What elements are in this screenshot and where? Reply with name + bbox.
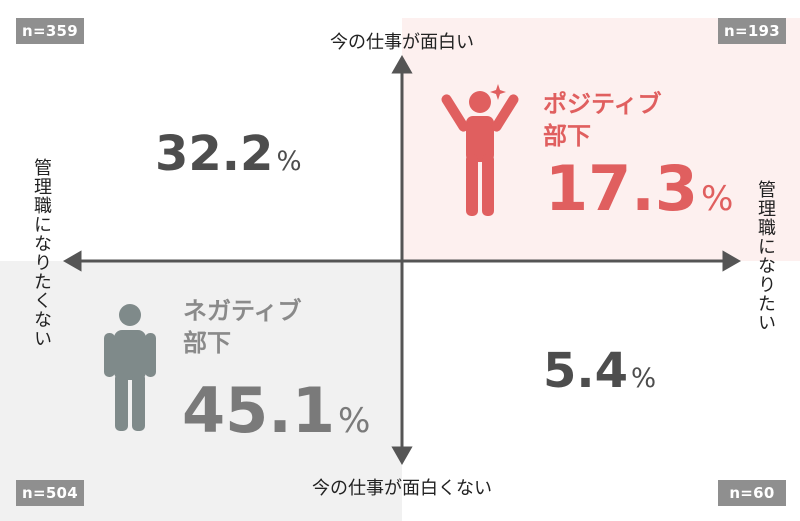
value-number: 32.2 bbox=[155, 126, 274, 182]
value-unit: % bbox=[276, 146, 302, 177]
n-badge-bottom-right: n=60 bbox=[718, 480, 786, 506]
negative-quadrant-bg bbox=[0, 261, 402, 521]
value-number: 45.1 bbox=[182, 374, 335, 447]
axis-label-left: 管理職になりたくない bbox=[31, 158, 52, 348]
n-badge-top-right: n=193 bbox=[718, 18, 786, 44]
x-axis-arrow-left bbox=[62, 250, 82, 272]
value-unit: % bbox=[337, 401, 371, 441]
axis-label-bottom: 今の仕事が面白くない bbox=[312, 478, 492, 499]
value-number: 17.3 bbox=[545, 152, 698, 225]
value-bottom-left: 45.1% bbox=[182, 380, 370, 442]
n-badge-bottom-left: n=504 bbox=[16, 480, 84, 506]
person-standing-icon bbox=[104, 304, 156, 431]
category-label-negative: ネガティブ 部下 bbox=[183, 297, 302, 357]
value-bottom-right: 5.4% bbox=[543, 347, 656, 395]
y-axis-arrow-top bbox=[391, 54, 413, 74]
value-number: 5.4 bbox=[543, 343, 629, 399]
y-axis-arrow-bottom bbox=[391, 446, 413, 466]
category-label-positive: ポジティブ 部下 bbox=[543, 90, 662, 150]
value-unit: % bbox=[631, 363, 657, 394]
value-unit: % bbox=[700, 179, 734, 219]
person-cheering-icon bbox=[441, 84, 519, 216]
axis-label-right: 管理職になりたい bbox=[755, 180, 776, 332]
value-top-right: 17.3% bbox=[545, 158, 733, 220]
n-badge-top-left: n=359 bbox=[16, 18, 84, 44]
x-axis-arrow-right bbox=[722, 250, 742, 272]
value-top-left: 32.2% bbox=[155, 130, 302, 178]
axis-label-top: 今の仕事が面白い bbox=[330, 32, 474, 53]
